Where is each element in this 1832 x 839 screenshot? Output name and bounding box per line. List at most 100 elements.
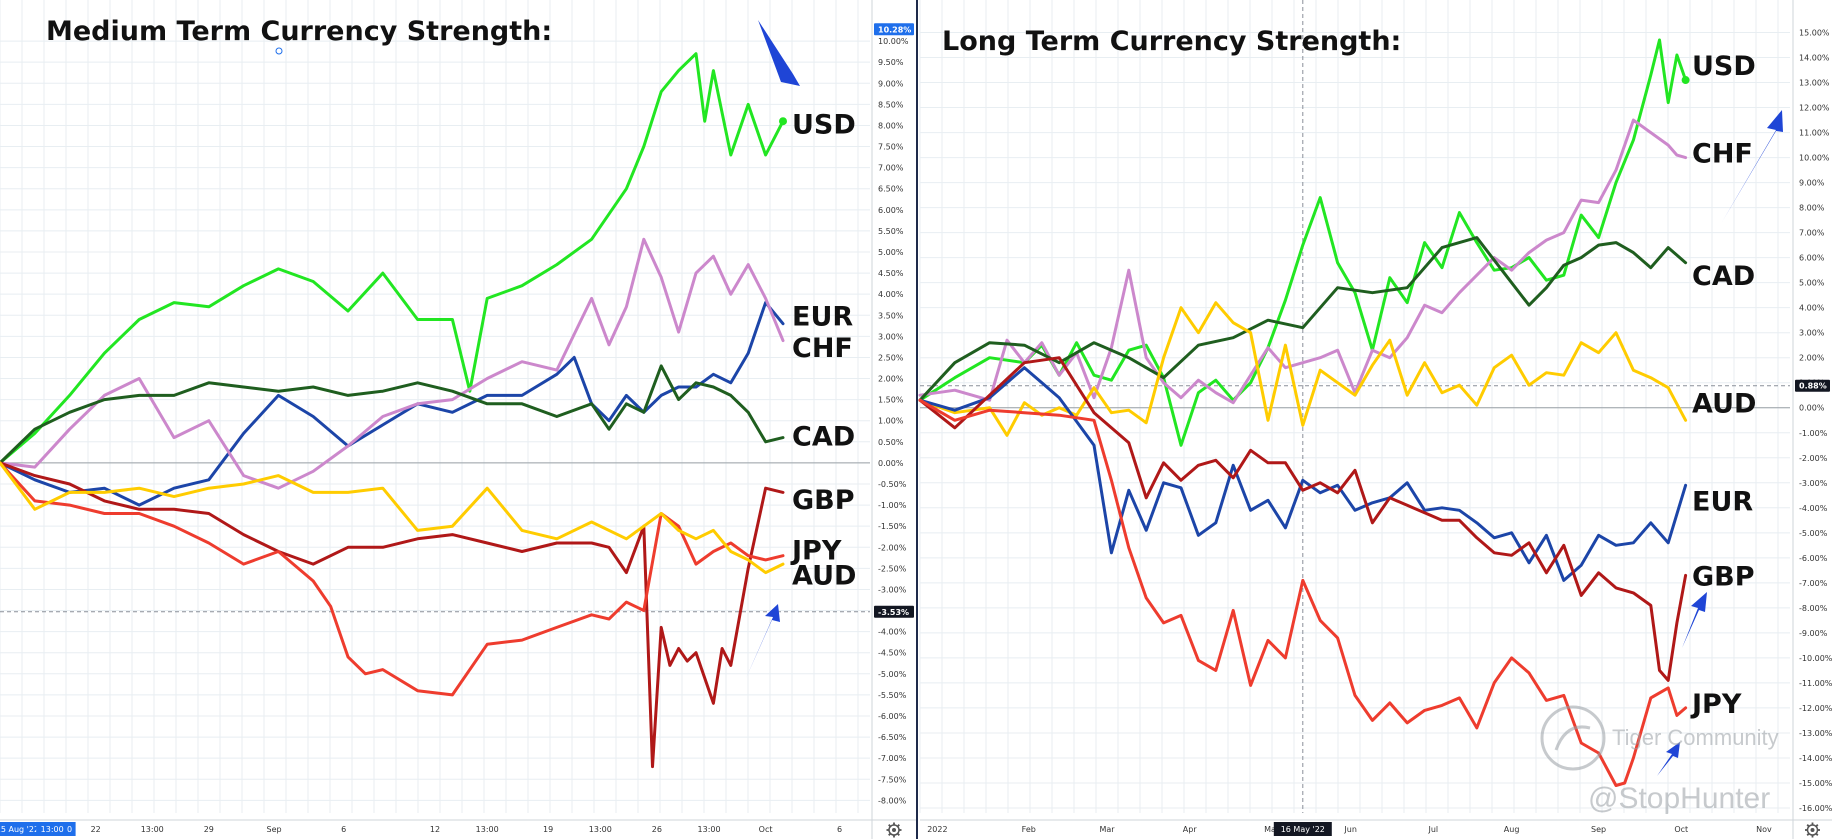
series-line-usd — [918, 38, 1688, 447]
last-value-badge-bg — [874, 23, 914, 36]
series-line-eur — [0, 301, 785, 507]
currency-label-gbp: GBP — [792, 485, 855, 516]
y-tick-label: -1.00% — [1799, 429, 1828, 438]
currency-label-usd: USD — [792, 109, 856, 140]
x-tick-label: 22 — [91, 825, 101, 834]
y-tick-label: -7.00% — [878, 754, 907, 763]
y-tick-label: -5.50% — [878, 691, 907, 700]
arrow-chf-up — [1722, 110, 1783, 222]
gear-icon[interactable] — [1805, 822, 1820, 838]
watermark-handle: @StopHunter — [1588, 782, 1770, 815]
arrow-gbp-up — [1682, 592, 1707, 648]
y-tick-label: -12.00% — [1799, 704, 1832, 713]
y-tick-label: 7.00% — [878, 164, 904, 173]
x-tick-label: 0 — [67, 825, 72, 834]
currency-label-aud: AUD — [1692, 389, 1756, 420]
series-line-cad — [0, 364, 785, 465]
currency-label-usd: USD — [1692, 51, 1756, 82]
y-tick-label: -6.50% — [878, 733, 907, 742]
x-tick-label: 19 — [543, 825, 553, 834]
drawing-anchor-icon — [275, 47, 283, 55]
x-tick-label: 13:00 — [141, 825, 164, 834]
y-tick-label: 9.00% — [878, 79, 904, 88]
y-tick-label: 3.50% — [878, 311, 904, 320]
x-tick-label: 6 — [341, 825, 346, 834]
series-line-gbp — [918, 356, 1688, 682]
x-tick-label: Nov — [1756, 825, 1772, 834]
y-tick-label: -4.00% — [1799, 504, 1828, 513]
y-tick-label: 12.00% — [1799, 104, 1830, 113]
x-tick-highlight — [36, 822, 69, 836]
y-tick-label: 7.00% — [1799, 229, 1825, 238]
chart-title: Long Term Currency Strength: — [942, 26, 1401, 57]
x-tick-label: 26 — [652, 825, 662, 834]
usd-last-point — [779, 117, 787, 126]
series-line-aud — [0, 461, 785, 575]
y-tick-label: 1.00% — [878, 417, 904, 426]
grid — [0, 0, 870, 813]
grid — [919, 0, 1790, 813]
currency-label-chf: CHF — [792, 333, 853, 364]
y-tick-label: 13.00% — [1799, 79, 1830, 88]
y-tick-label: 10.00% — [878, 37, 909, 46]
y-tick-label: -3.00% — [1799, 479, 1828, 488]
currency-label-cad: CAD — [1692, 261, 1755, 292]
y-tick-label: -14.00% — [1799, 754, 1832, 763]
y-tick-label: 8.50% — [878, 100, 904, 109]
y-tick-label: -2.00% — [878, 543, 907, 552]
y-tick-label: 5.50% — [878, 227, 904, 236]
x-tick-label: 6 — [837, 825, 842, 834]
tiger-logo-stroke — [1554, 725, 1591, 751]
y-tick-label: -2.50% — [878, 564, 907, 573]
y-tick-label: 0.50% — [878, 438, 904, 447]
series-line-jpy — [918, 398, 1688, 787]
y-tick-label: 11.00% — [1799, 129, 1830, 138]
x-tick-label: Aug — [1504, 825, 1520, 834]
currency-label-aud: AUD — [792, 561, 856, 592]
series-line-usd — [0, 52, 785, 465]
y-tick-label: 10.00% — [1799, 154, 1830, 163]
y-tick-label: 9.00% — [1799, 179, 1825, 188]
y-tick-label: -8.00% — [878, 796, 907, 805]
y-tick-label: 8.00% — [878, 121, 904, 130]
y-tick-label: 2.00% — [1799, 354, 1825, 363]
y-tick-label: -6.00% — [1799, 554, 1828, 563]
y-tick-label: 4.00% — [878, 290, 904, 299]
crosshair-value-badge: -3.53% — [878, 608, 909, 617]
x-tick-highlight — [1273, 822, 1332, 836]
x-tick-label: 12 — [430, 825, 440, 834]
y-tick-label: 9.50% — [878, 58, 904, 67]
x-tick-label: Mar — [1100, 825, 1116, 834]
currency-label-cad: CAD — [792, 421, 855, 452]
y-tick-label: 3.00% — [878, 332, 904, 341]
crosshair-value-badge-bg — [874, 605, 914, 618]
y-tick-label: 3.00% — [1799, 329, 1825, 338]
y-tick-label: 6.00% — [1799, 254, 1825, 263]
currency-label-jpy: JPY — [790, 535, 842, 566]
watermark: Tiger Community @StopHunter — [1540, 705, 1779, 815]
y-tick-label: 2.00% — [878, 375, 904, 384]
last-value-badge: 10.28% — [878, 25, 911, 34]
y-tick-label: 15.00% — [1799, 29, 1830, 38]
x-tick-label: Sep — [267, 825, 282, 834]
y-tick-label: -9.00% — [1799, 629, 1828, 638]
gear-icon[interactable] — [886, 822, 902, 838]
y-tick-label: 0.00% — [878, 459, 904, 468]
y-tick-label: -15.00% — [1799, 779, 1832, 788]
currency-label-gbp: GBP — [1692, 561, 1755, 592]
chart-title: Medium Term Currency Strength: — [46, 16, 552, 47]
y-tick-label: -7.00% — [1799, 579, 1828, 588]
crosshair-value-badge-bg — [1795, 379, 1830, 392]
y-tick-label: -3.00% — [878, 585, 907, 594]
long-term-chart: 15.00% 14.00% 13.00% 12.00% 11.00% 10.00% 9.00… — [918, 0, 1832, 839]
y-tick-label: 1.50% — [878, 396, 904, 405]
x-tick-label: Oct — [759, 825, 773, 834]
y-tick-label: 4.50% — [878, 269, 904, 278]
y-tick-label: 7.50% — [878, 143, 904, 152]
arrow-usd-down — [758, 20, 800, 86]
x-tick-label: Feb — [1022, 825, 1036, 834]
y-tick-label: -0.50% — [878, 480, 907, 489]
series-line-cad — [918, 236, 1688, 402]
y-tick-label: -8.00% — [1799, 604, 1828, 613]
y-tick-label: 5.00% — [1799, 279, 1825, 288]
